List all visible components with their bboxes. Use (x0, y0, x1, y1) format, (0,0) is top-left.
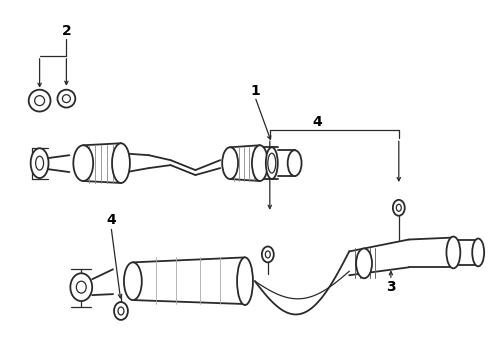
Ellipse shape (124, 262, 142, 300)
Ellipse shape (74, 145, 93, 181)
Ellipse shape (114, 302, 128, 320)
Text: 4: 4 (106, 213, 116, 227)
Ellipse shape (393, 200, 405, 216)
Ellipse shape (76, 281, 86, 293)
Ellipse shape (118, 307, 124, 315)
Text: 3: 3 (386, 280, 396, 294)
Ellipse shape (266, 251, 270, 258)
Ellipse shape (237, 257, 253, 305)
Text: 2: 2 (62, 24, 71, 38)
Text: 4: 4 (313, 116, 322, 130)
Ellipse shape (268, 153, 276, 173)
Ellipse shape (62, 95, 71, 103)
Ellipse shape (57, 90, 75, 108)
Ellipse shape (35, 96, 45, 105)
Ellipse shape (266, 147, 278, 179)
Ellipse shape (396, 204, 401, 211)
Ellipse shape (112, 143, 130, 183)
Ellipse shape (36, 156, 44, 170)
Ellipse shape (356, 248, 372, 278)
Ellipse shape (252, 145, 268, 181)
Ellipse shape (446, 237, 460, 268)
Ellipse shape (262, 247, 274, 262)
Ellipse shape (222, 147, 238, 179)
Ellipse shape (29, 90, 50, 112)
Ellipse shape (472, 239, 484, 266)
Ellipse shape (288, 150, 301, 176)
Ellipse shape (71, 273, 92, 301)
Ellipse shape (31, 148, 49, 178)
Text: 1: 1 (250, 84, 260, 98)
